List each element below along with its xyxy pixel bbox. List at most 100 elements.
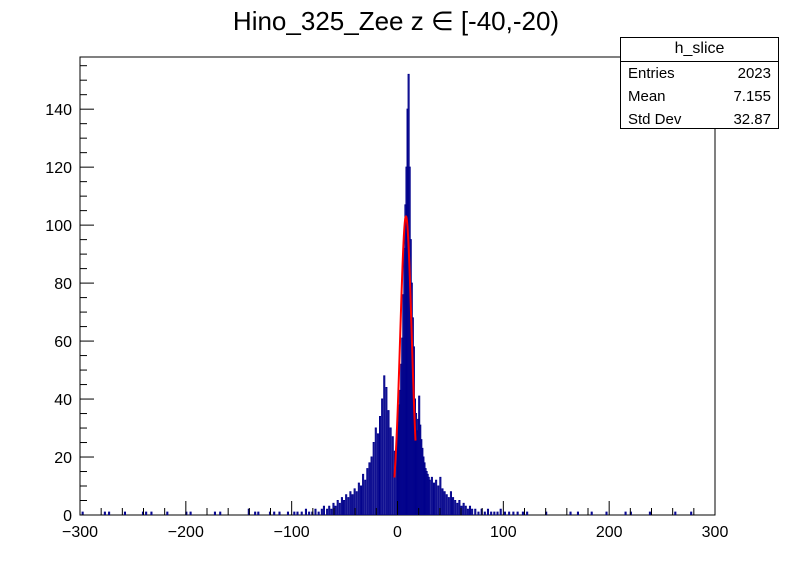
- fit-line: [393, 215, 417, 478]
- y-tick-label: 20: [54, 450, 72, 467]
- histogram-bin: [334, 505, 337, 515]
- histogram-bin: [576, 511, 579, 515]
- x-tick-label: −300: [62, 524, 98, 541]
- stats-label: Std Dev: [628, 111, 682, 128]
- y-tick-label: 80: [54, 276, 72, 293]
- histogram-bin: [441, 488, 444, 515]
- histogram-bin: [381, 398, 384, 515]
- histogram-bin: [108, 511, 111, 515]
- histogram-bin: [300, 511, 303, 515]
- chart-title: Hino_325_Zee z ∈ [-40,-20): [233, 6, 559, 36]
- histogram-bin: [374, 427, 377, 515]
- histogram-bin: [368, 462, 371, 515]
- histogram-bin: [449, 491, 452, 515]
- histogram-bin: [81, 511, 84, 515]
- stats-box: h_slice Entries 2023 Mean 7.155 Std Dev …: [620, 37, 779, 129]
- histogram-bin: [464, 505, 467, 515]
- histogram-bin: [213, 511, 216, 515]
- histogram-bin: [468, 505, 472, 515]
- histogram-bin: [389, 427, 392, 515]
- stats-row-mean: Mean 7.155: [621, 85, 778, 108]
- histogram-bin: [471, 508, 474, 515]
- histogram-bin: [320, 508, 323, 515]
- histogram-bin: [308, 511, 311, 515]
- histogram-bin: [443, 491, 446, 515]
- histogram-bin: [428, 479, 431, 515]
- histogram-bin: [257, 511, 260, 515]
- x-tick-label: 100: [490, 524, 517, 541]
- histogram-bin: [338, 502, 341, 515]
- histogram-bin: [454, 500, 457, 515]
- y-tick-label: 40: [54, 392, 72, 409]
- histogram-bin: [432, 482, 436, 515]
- y-tick-label: 60: [54, 334, 72, 351]
- histogram-bin: [278, 511, 281, 515]
- x-axis: −300 −200 −100 0 100 200 300: [62, 501, 728, 541]
- histogram-series: [81, 73, 693, 515]
- y-tick-label: 120: [45, 160, 72, 177]
- histogram-bin: [123, 511, 127, 515]
- histogram-bin: [624, 511, 627, 515]
- x-tick-label: 0: [393, 524, 402, 541]
- histogram-bin: [430, 476, 433, 515]
- histogram-bin: [690, 511, 693, 515]
- histogram-bin: [376, 433, 379, 515]
- histogram-bin: [521, 511, 524, 515]
- histogram-bin: [364, 479, 367, 515]
- stats-value: 2023: [737, 65, 771, 82]
- x-tick-label: 200: [596, 524, 623, 541]
- histogram-bin: [351, 494, 354, 515]
- histogram-bin: [526, 511, 529, 515]
- histogram-bin: [387, 410, 390, 515]
- histogram-bin: [355, 491, 358, 515]
- histogram-bin: [345, 494, 348, 515]
- histogram-bin: [508, 511, 511, 515]
- histogram-bin: [383, 375, 386, 515]
- histogram-bin: [512, 511, 515, 515]
- histogram-bin: [393, 450, 396, 515]
- stats-row-stddev: Std Dev 32.87: [621, 108, 778, 131]
- histogram-bin: [483, 511, 486, 515]
- histogram-bin: [477, 511, 480, 515]
- stats-value: 32.87: [733, 111, 771, 128]
- histogram-bin: [466, 508, 469, 515]
- histogram-bin: [503, 511, 506, 515]
- histogram-bin: [326, 508, 329, 515]
- histogram-bin: [328, 505, 331, 515]
- histogram-bin: [353, 488, 356, 515]
- histogram-bin: [447, 497, 450, 515]
- histogram-bin: [145, 511, 148, 515]
- histogram-bin: [254, 511, 257, 515]
- histogram-bin: [317, 511, 320, 515]
- stats-box-title: h_slice: [621, 38, 778, 62]
- histogram-bin: [370, 456, 373, 515]
- histogram-bin: [189, 511, 192, 515]
- histogram-bin: [462, 502, 465, 515]
- histogram-bin: [150, 511, 153, 515]
- y-tick-label: 100: [45, 218, 72, 235]
- histogram-bin: [322, 505, 325, 515]
- histogram-bin: [219, 511, 222, 515]
- histogram-bin: [499, 508, 502, 515]
- y-tick-label: 140: [45, 102, 72, 119]
- x-tick-label: −100: [274, 524, 310, 541]
- histogram-bin: [516, 511, 519, 515]
- histogram-bin: [362, 473, 365, 515]
- stats-label: Entries: [628, 65, 675, 82]
- histogram-bin: [340, 497, 343, 515]
- histogram-bin: [296, 511, 299, 515]
- histogram-bin: [435, 479, 438, 515]
- histogram-bin: [452, 497, 455, 515]
- histogram-bin: [474, 508, 477, 515]
- histogram-bin: [385, 386, 388, 515]
- x-tick-label: −200: [168, 524, 204, 541]
- y-tick-label: 0: [63, 508, 72, 525]
- histogram-bin: [605, 511, 608, 515]
- histogram-bin: [304, 508, 307, 515]
- histogram-bin: [366, 468, 369, 515]
- histogram-bin: [273, 511, 276, 515]
- histogram-bin: [166, 511, 169, 515]
- y-axis: 0 20 40 60 80 100 120 140: [45, 65, 94, 525]
- histogram-bin: [286, 511, 289, 515]
